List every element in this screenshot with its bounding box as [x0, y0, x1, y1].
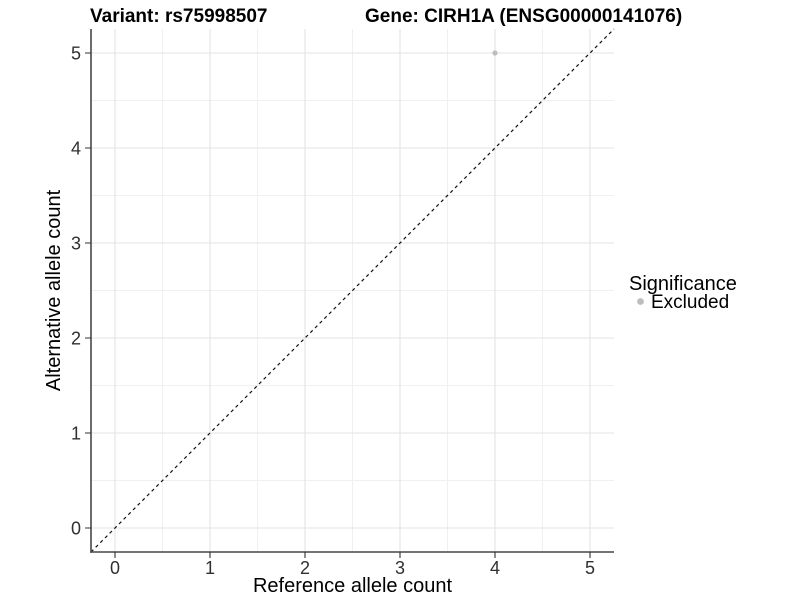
legend: Significance Excluded	[629, 273, 737, 313]
x-axis-title: Reference allele count	[253, 575, 452, 597]
title-gene: Gene: CIRH1A (ENSG00000141076)	[365, 6, 682, 27]
data-point	[492, 50, 498, 56]
y-tick-label: 3	[71, 234, 81, 254]
title-variant: Variant: rs75998507	[90, 6, 267, 27]
legend-point-icon	[637, 298, 644, 305]
legend-title: Significance	[629, 273, 737, 295]
major-gridlines-horizontal	[91, 52, 614, 529]
x-axis: 0 1 2 3 4 5 Reference allele count	[90, 551, 614, 597]
x-tick-label: 0	[110, 558, 120, 578]
y-axis: 5 4 3 2 1 0 Alternative allele count	[43, 29, 92, 553]
y-tick-label: 0	[71, 519, 81, 539]
plot-title-row: Variant: rs75998507 Gene: CIRH1A (ENSG00…	[90, 6, 682, 27]
legend-item-label-excluded: Excluded	[651, 292, 729, 313]
y-axis-ticks	[85, 52, 91, 529]
x-tick-label: 1	[205, 558, 215, 578]
x-tick-label: 5	[585, 558, 595, 578]
x-tick-label: 2	[300, 558, 310, 578]
x-tick-label: 4	[490, 558, 500, 578]
x-tick-label: 3	[395, 558, 405, 578]
major-gridlines-vertical	[114, 29, 591, 552]
x-axis-ticks	[114, 552, 591, 558]
y-axis-title: Alternative allele count	[43, 189, 65, 391]
identity-dashed-line	[90, 28, 615, 553]
y-tick-label: 1	[71, 424, 81, 444]
y-tick-label: 5	[71, 44, 81, 64]
y-tick-label: 4	[71, 139, 81, 159]
y-tick-label: 2	[71, 329, 81, 349]
